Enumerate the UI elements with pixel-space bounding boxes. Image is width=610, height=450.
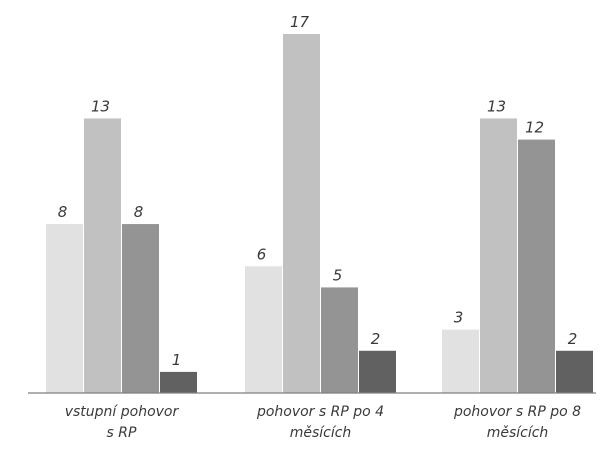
value-label-g2-s3: 5 xyxy=(333,266,343,284)
bar-g1-s3 xyxy=(122,224,159,393)
bar-g2-s4 xyxy=(359,350,396,393)
value-label-g3-s3: 12 xyxy=(525,119,544,137)
category-label-g2-line1: pohovor s RP po 4 xyxy=(256,404,384,420)
bar-g3-s3 xyxy=(518,139,555,393)
category-label-g1-line1: vstupní pohovor xyxy=(65,404,180,420)
value-label-g1-s1: 8 xyxy=(58,203,68,221)
bar-g1-s1 xyxy=(46,224,83,393)
value-label-g3-s2: 13 xyxy=(487,97,506,115)
bar-g3-s4 xyxy=(556,350,593,393)
value-labels-layer: 8 13 8 1 6 17 5 2 3 13 12 2 xyxy=(58,13,578,369)
category-label-g1-line2: s RP xyxy=(107,425,137,441)
bar-g2-s2 xyxy=(283,34,320,393)
value-label-g3-s1: 3 xyxy=(454,309,464,327)
value-label-g1-s2: 13 xyxy=(91,97,110,115)
value-label-g1-s4: 1 xyxy=(172,351,182,369)
value-label-g1-s3: 8 xyxy=(134,203,144,221)
value-label-g2-s1: 6 xyxy=(257,245,267,263)
bar-g2-s1 xyxy=(245,266,282,393)
bar-g1-s2 xyxy=(84,118,121,394)
category-label-g3-line1: pohovor s RP po 8 xyxy=(453,404,581,420)
bar-g3-s2 xyxy=(480,118,517,394)
bar-g3-s1 xyxy=(442,329,479,393)
value-label-g2-s4: 2 xyxy=(371,330,381,348)
category-labels-layer: vstupní pohovor s RP pohovor s RP po 4 měsí… xyxy=(65,404,581,441)
value-label-g3-s4: 2 xyxy=(568,330,578,348)
value-label-g2-s2: 17 xyxy=(290,13,310,31)
bars-layer xyxy=(46,34,593,394)
category-label-g3-line2: měsících xyxy=(487,425,549,441)
bar-g1-s4 xyxy=(160,371,197,393)
category-label-g2-line2: měsících xyxy=(290,425,352,441)
bar-g2-s3 xyxy=(321,287,358,393)
